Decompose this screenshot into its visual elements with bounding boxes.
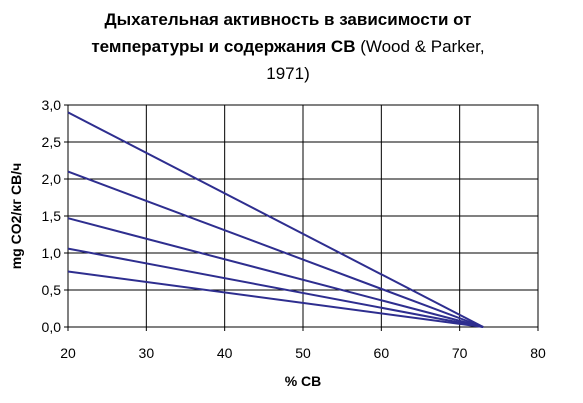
chart-title-line-2-normal: (Wood & Parker, bbox=[355, 37, 484, 56]
series-layer bbox=[67, 111, 484, 328]
x-tick-label: 30 bbox=[139, 345, 155, 361]
chart-title-line-1: Дыхательная активность в зависимости от bbox=[105, 10, 472, 29]
series-line-5 bbox=[67, 270, 484, 328]
chart-title-line-2-bold: температуры и содержания СВ bbox=[91, 37, 355, 56]
x-axis-ticks: 20 30 40 50 60 70 80 bbox=[60, 327, 546, 361]
series-line-4 bbox=[67, 247, 484, 328]
chart-title-line-3: 1971) bbox=[266, 64, 309, 83]
x-tick-label: 60 bbox=[374, 345, 390, 361]
grid bbox=[68, 105, 538, 327]
y-tick-label: 2,0 bbox=[42, 171, 62, 187]
x-tick-label: 50 bbox=[295, 345, 311, 361]
chart-title-line-2: температуры и содержания СВ (Wood & Park… bbox=[91, 37, 484, 56]
x-tick-label: 80 bbox=[530, 345, 546, 361]
y-tick-label: 1,0 bbox=[42, 245, 62, 261]
y-tick-label: 2,5 bbox=[42, 134, 62, 150]
y-tick-label: 3,0 bbox=[42, 97, 62, 113]
y-axis-ticks: 0,0 0,5 1,0 1,5 2,0 2,5 3,0 bbox=[42, 97, 68, 335]
x-tick-label: 40 bbox=[217, 345, 233, 361]
y-tick-label: 0,0 bbox=[42, 319, 62, 335]
x-axis-label: % СВ bbox=[285, 373, 322, 389]
y-tick-label: 0,5 bbox=[42, 282, 62, 298]
x-tick-label: 20 bbox=[60, 345, 76, 361]
y-axis-label: mg CO2/кг СВ/ч bbox=[8, 163, 24, 270]
y-tick-label: 1,5 bbox=[42, 208, 62, 224]
series-line-3 bbox=[67, 217, 484, 328]
x-tick-label: 70 bbox=[452, 345, 468, 361]
series-line-2 bbox=[67, 170, 484, 328]
series-line-1 bbox=[67, 111, 484, 328]
